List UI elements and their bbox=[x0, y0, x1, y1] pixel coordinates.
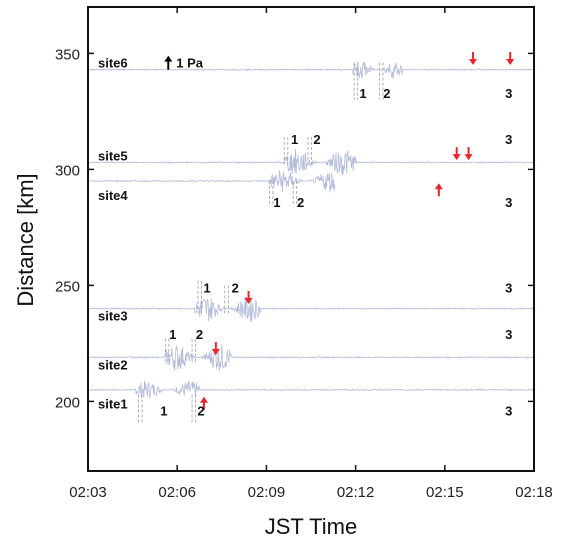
x-axis-label: JST Time bbox=[265, 514, 358, 539]
arrow-site5-4 bbox=[452, 147, 461, 161]
x-tick-label: 02:06 bbox=[158, 484, 196, 501]
site-label-site4: site4 bbox=[98, 188, 128, 203]
site-label-site6: site6 bbox=[98, 56, 128, 71]
trace-site3 bbox=[88, 295, 535, 323]
phase-label-site4-2: 2 bbox=[297, 195, 304, 210]
phase-label-site6-1: 1 bbox=[359, 86, 366, 101]
x-tick-label: 02:18 bbox=[515, 484, 553, 501]
site-label-site1: site1 bbox=[98, 397, 128, 412]
arrow-site4-3 bbox=[434, 183, 443, 197]
y-tick-label: 300 bbox=[55, 162, 80, 179]
trace-site6 bbox=[87, 61, 535, 79]
y-axis-label: Distance [km] bbox=[13, 173, 38, 306]
phase-label-site3-3: 3 bbox=[505, 281, 512, 296]
phase-label-site6-2: 2 bbox=[383, 86, 390, 101]
x-tick-label: 02:15 bbox=[426, 484, 464, 501]
scale-bar-label: 1 Pa bbox=[176, 56, 204, 71]
trace-site4 bbox=[87, 170, 336, 193]
phase-label-site4-3: 3 bbox=[505, 195, 512, 210]
phase-label-site3-2: 2 bbox=[232, 281, 239, 296]
arrow-site6-6 bbox=[469, 52, 478, 66]
traces-layer bbox=[87, 61, 535, 399]
phase-label-site2-2: 2 bbox=[196, 327, 203, 342]
y-tick-label: 200 bbox=[55, 394, 80, 411]
arrows-layer bbox=[199, 52, 515, 410]
phase-label-site3-1: 1 bbox=[203, 281, 210, 296]
x-tick-label: 02:12 bbox=[337, 484, 375, 501]
y-tick-label: 350 bbox=[55, 46, 80, 63]
site-label-site2: site2 bbox=[98, 357, 128, 372]
trace-site1 bbox=[87, 380, 535, 399]
arrow-site5-5 bbox=[464, 147, 473, 161]
y-tick-label: 250 bbox=[55, 278, 80, 295]
trace-site5 bbox=[87, 148, 535, 176]
arrow-site3-2 bbox=[244, 291, 253, 304]
phase-label-site1-2: 2 bbox=[197, 404, 204, 419]
arrow-site2-1 bbox=[211, 342, 220, 356]
scale-bar: 1 Pa bbox=[164, 55, 204, 71]
y-ticks: 200 250 300 350 bbox=[55, 46, 534, 411]
plot-frame bbox=[87, 6, 535, 472]
site-label-site3: site3 bbox=[98, 309, 128, 324]
site-label-site5: site5 bbox=[98, 148, 128, 163]
phase-label-site2-3: 3 bbox=[505, 327, 512, 342]
brackets-layer bbox=[138, 62, 384, 423]
phase-label-site5-2: 2 bbox=[313, 132, 320, 147]
phase-label-site1-3: 3 bbox=[505, 404, 512, 419]
phase-label-site5-3: 3 bbox=[505, 132, 512, 147]
arrow-site6-7 bbox=[506, 52, 515, 66]
phase-label-site2-1: 1 bbox=[169, 327, 176, 342]
x-ticks: 02:03 02:06 02:09 02:12 02:15 02:18 bbox=[69, 7, 553, 501]
phase-label-site6-3: 3 bbox=[505, 86, 512, 101]
x-tick-label: 02:03 bbox=[69, 484, 107, 501]
trace-site2 bbox=[87, 344, 535, 371]
phase-label-site4-1: 1 bbox=[273, 195, 280, 210]
scale-arrow-head bbox=[164, 55, 173, 62]
phase-label-site1-1: 1 bbox=[160, 404, 167, 419]
arrow-site1-0 bbox=[199, 396, 208, 410]
x-tick-label: 02:09 bbox=[248, 484, 286, 501]
phase-label-site5-1: 1 bbox=[291, 132, 298, 147]
